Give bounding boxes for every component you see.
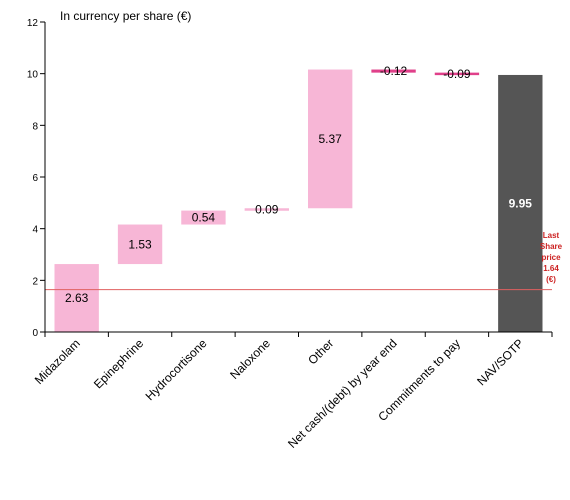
bar-2	[181, 210, 226, 225]
bar-0	[54, 264, 99, 332]
y-tick-label-3: 6	[32, 173, 38, 184]
data-labels-group: 2.63 1.53 0.54 0.09 5.37 -0.12 -0.09 9.95	[65, 64, 532, 305]
y-tick-label-6: 12	[27, 18, 39, 29]
data-label-6: -0.09	[443, 67, 471, 81]
reference-line-group: Last Share price 1.64 (€)	[45, 231, 563, 291]
reference-label-line-4: (€)	[546, 275, 556, 284]
data-label-1: 1.53	[128, 237, 152, 251]
data-label-7: 9.95	[509, 196, 533, 210]
bars-group	[54, 69, 543, 332]
data-label-3: 0.09	[255, 203, 279, 217]
y-axis-label: In currency per share (€)	[60, 9, 191, 23]
data-label-0: 2.63	[65, 291, 89, 305]
y-tick-label-0: 0	[32, 328, 38, 339]
bar-6	[434, 72, 480, 76]
data-label-2: 0.54	[192, 211, 216, 225]
bar-3	[244, 208, 289, 211]
bar-5	[371, 69, 416, 73]
y-tick-label-4: 8	[32, 121, 38, 132]
y-tick-label-5: 10	[27, 70, 39, 81]
reference-label-line-1: Share	[540, 242, 563, 251]
reference-label-line-3: 1.64	[543, 264, 559, 273]
x-tick-label-0: Midazolam	[32, 336, 83, 387]
bar-4	[308, 69, 353, 209]
x-tick-label-1: Epinephrine	[91, 336, 146, 391]
axes-group: 0 2 4 6 8 10 12 Midazolam EpinephrineHydrocortis…	[27, 18, 553, 451]
x-tick-label-3: Naloxone	[227, 336, 273, 382]
reference-label-line-0: Last	[543, 231, 560, 240]
y-tick-label-1: 2	[32, 276, 38, 287]
data-label-5: -0.12	[380, 64, 408, 78]
reference-label-line-2: price	[541, 253, 561, 262]
x-tick-label-5: Net cash/(debt) by year end	[285, 336, 400, 451]
x-tick-label-2: Hydrocortisone	[143, 336, 210, 403]
bar-1	[117, 224, 163, 265]
data-label-4: 5.37	[319, 132, 343, 146]
x-tick-label-7: NAV/SOTP	[474, 336, 526, 388]
y-tick-label-2: 4	[32, 225, 38, 236]
x-tick-label-4: Other	[305, 336, 336, 367]
